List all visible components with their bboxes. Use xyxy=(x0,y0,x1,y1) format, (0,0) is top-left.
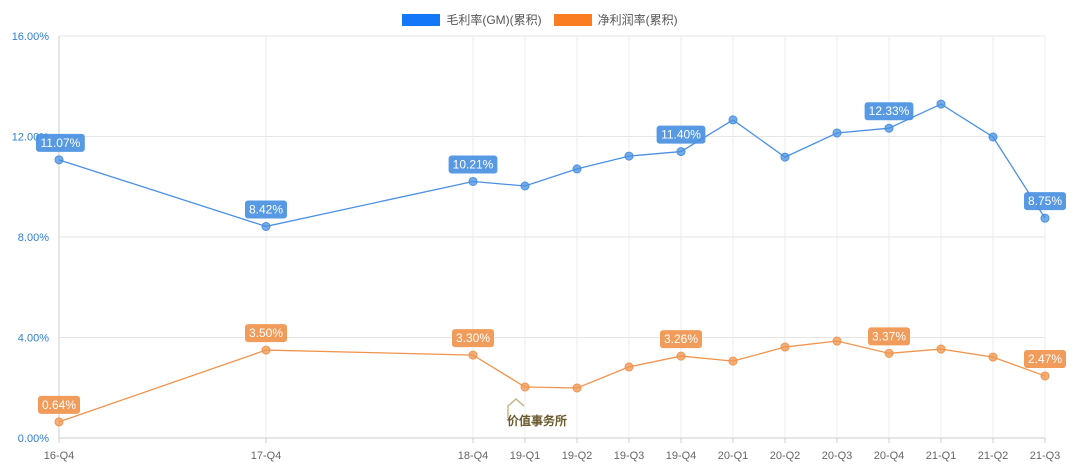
y-tick-label: 4.00% xyxy=(18,333,49,345)
x-tick-label: 18-Q4 xyxy=(458,450,489,462)
grid-lines xyxy=(58,35,1046,439)
x-tick-label: 20-Q1 xyxy=(718,450,749,462)
data-label-box xyxy=(656,125,706,144)
data-label-text: 11.07% xyxy=(40,136,80,150)
x-tick-label: 21-Q3 xyxy=(1030,450,1061,462)
data-label-box xyxy=(660,330,702,349)
data-label-text: 3.50% xyxy=(249,326,283,340)
series-line xyxy=(58,103,1046,228)
data-point xyxy=(780,342,790,352)
data-label-text: 3.30% xyxy=(456,331,490,345)
data-label-box xyxy=(245,324,287,343)
data-label-box xyxy=(36,133,85,152)
y-tick-label: 0.00% xyxy=(18,433,49,445)
data-point xyxy=(1040,371,1050,381)
data-point xyxy=(54,155,64,165)
data-point xyxy=(884,123,894,133)
data-point xyxy=(572,383,582,393)
data-point xyxy=(1040,213,1050,223)
house-icon xyxy=(507,398,525,418)
data-label-text: 12.33% xyxy=(869,104,910,118)
x-tick-label: 20-Q4 xyxy=(874,450,905,462)
data-point xyxy=(54,417,64,427)
legend-item-net-margin[interactable]: 净利润率(累积) xyxy=(553,11,678,28)
data-label-text: 3.37% xyxy=(872,329,906,343)
data-point xyxy=(780,152,790,162)
data-point xyxy=(728,115,738,125)
data-point xyxy=(936,99,946,109)
legend-swatch-net-margin xyxy=(553,13,592,26)
data-point xyxy=(676,147,686,157)
data-point xyxy=(520,382,530,392)
watermark-logo: 价值事务所 xyxy=(507,398,567,428)
x-tick-label: 19-Q1 xyxy=(510,450,541,462)
data-label-box xyxy=(38,395,80,414)
data-label-text: 3.26% xyxy=(664,332,698,346)
legend-swatch-gross-margin xyxy=(402,13,441,26)
data-label-box xyxy=(864,102,914,121)
data-label-box xyxy=(1024,349,1066,368)
data-point xyxy=(988,352,998,362)
data-label-text: 0.64% xyxy=(42,398,76,412)
x-tick-label: 21-Q2 xyxy=(978,450,1009,462)
axes: 0.00%4.00%8.00%12.00%16.00%16-Q4 17-Q4 18-… xyxy=(12,31,1061,462)
data-point xyxy=(468,350,478,360)
data-label-text: 10.21% xyxy=(453,157,494,171)
data-label-text: 11.40% xyxy=(661,128,701,142)
x-tick-label: 21-Q1 xyxy=(926,450,957,462)
x-tick-label: 20-Q3 xyxy=(822,450,853,462)
y-tick-label: 8.00% xyxy=(18,232,49,244)
data-label-box xyxy=(1024,192,1066,211)
data-point xyxy=(572,164,582,174)
data-point xyxy=(261,221,271,231)
x-tick-label: 19-Q4 xyxy=(666,450,697,462)
x-tick-label: 20-Q2 xyxy=(770,450,801,462)
data-point xyxy=(261,345,271,355)
data-label-text: 8.42% xyxy=(249,202,283,216)
data-point xyxy=(832,128,842,138)
data-label-text: 8.75% xyxy=(1028,194,1062,208)
data-point xyxy=(988,132,998,142)
x-tick-label: 19-Q3 xyxy=(614,450,645,462)
data-label-box xyxy=(448,155,498,174)
x-tick-label: 19-Q2 xyxy=(562,450,593,462)
y-tick-label: 16.00% xyxy=(12,31,50,43)
legend-item-gross-margin[interactable]: 毛利率(GM)(累积) xyxy=(402,11,542,28)
data-label-box xyxy=(868,327,910,346)
series-lines xyxy=(54,99,1050,427)
data-point xyxy=(468,176,478,186)
data-point xyxy=(936,344,946,354)
data-point xyxy=(884,348,894,358)
series-line xyxy=(58,340,1046,423)
data-point xyxy=(832,336,842,346)
data-label-box xyxy=(452,329,494,348)
data-point xyxy=(520,181,530,191)
data-point xyxy=(624,362,634,372)
x-tick-label: 17-Q4 xyxy=(251,450,282,462)
chart-legend: 毛利率(GM)(累积) 净利润率(累积) xyxy=(0,11,1080,28)
data-point xyxy=(728,356,738,366)
data-label-box xyxy=(245,200,287,219)
x-tick-label: 16-Q4 xyxy=(44,450,75,462)
data-labels: 11.07% 8.42% 10.21% 11.40% 12.33% 8.75% 0.64% 3… xyxy=(36,102,1066,414)
data-point xyxy=(676,351,686,361)
legend-label-gross-margin: 毛利率(GM)(累积) xyxy=(446,13,542,27)
watermark-text: 价值事务所 xyxy=(507,413,567,428)
data-label-text: 2.47% xyxy=(1028,352,1062,366)
data-point xyxy=(624,151,634,161)
legend-label-net-margin: 净利润率(累积) xyxy=(597,13,678,27)
